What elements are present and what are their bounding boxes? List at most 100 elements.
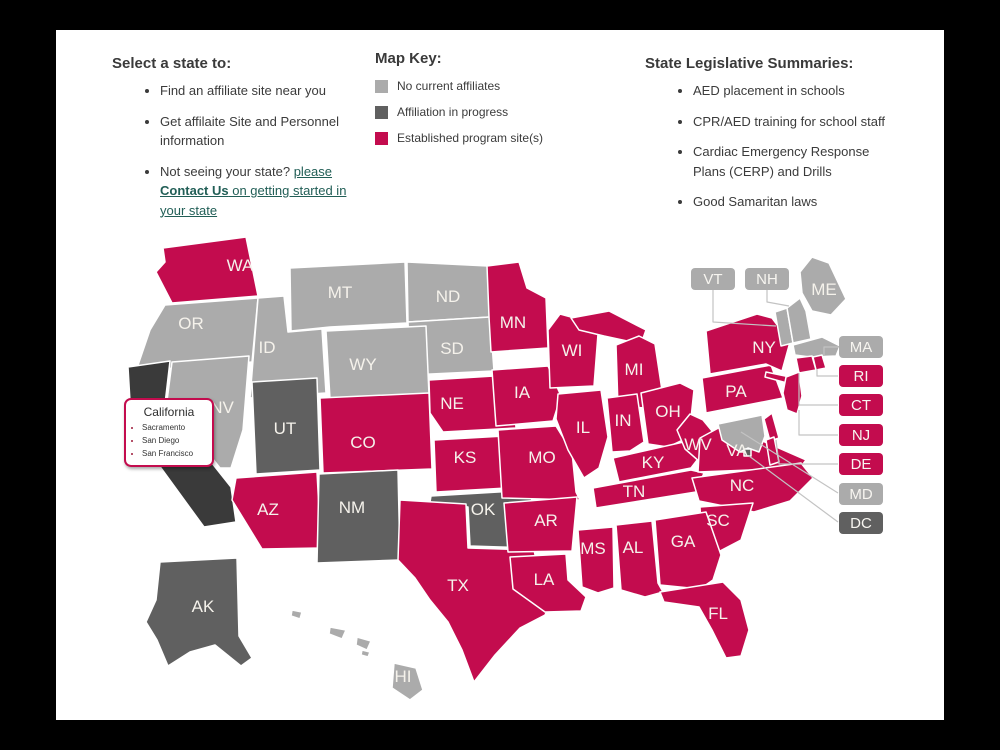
state-az[interactable] bbox=[231, 471, 322, 550]
not-seeing-state-text: Not seeing your state? bbox=[160, 163, 294, 179]
state-pill-dc[interactable]: DC bbox=[839, 512, 883, 534]
state-nj[interactable] bbox=[782, 371, 803, 415]
state-label-ga: GA bbox=[671, 532, 696, 551]
legend-swatch-no-affiliates bbox=[375, 79, 388, 93]
state-md[interactable] bbox=[717, 414, 766, 453]
state-hi-island-3[interactable] bbox=[355, 636, 372, 651]
state-ny[interactable] bbox=[705, 313, 791, 375]
state-tx[interactable] bbox=[397, 499, 554, 683]
legend-swatch-established bbox=[375, 131, 388, 145]
state-co[interactable] bbox=[319, 392, 433, 474]
state-ct[interactable] bbox=[795, 355, 817, 374]
state-label-id: ID bbox=[259, 338, 276, 357]
legislative-summaries-section: State Legislative Summaries: AED placeme… bbox=[645, 55, 897, 223]
state-me[interactable] bbox=[799, 256, 847, 316]
state-pa[interactable] bbox=[701, 364, 784, 414]
state-label-ne: NE bbox=[440, 394, 464, 413]
state-ga[interactable] bbox=[654, 511, 722, 590]
state-pill-md[interactable]: MD bbox=[839, 483, 883, 505]
state-pill-ma[interactable]: MA bbox=[839, 336, 883, 358]
state-pill-ct[interactable]: CT bbox=[839, 394, 883, 416]
state-tooltip-california: California Sacramento San Diego San Fran… bbox=[124, 398, 214, 468]
state-nh[interactable] bbox=[786, 297, 812, 344]
state-mn[interactable] bbox=[486, 261, 549, 353]
state-pill-de[interactable]: DE bbox=[839, 453, 883, 475]
state-nc[interactable] bbox=[691, 462, 814, 513]
state-label-ms: MS bbox=[580, 539, 606, 558]
list-item: Get affilaite Site and Personnel informa… bbox=[160, 112, 360, 151]
list-item: Cardiac Emergency Response Plans (CERP) … bbox=[693, 142, 897, 181]
state-il[interactable] bbox=[555, 389, 609, 479]
state-label-nv: NV bbox=[210, 398, 234, 417]
state-label-oh: OH bbox=[655, 402, 681, 421]
legend-label: Affiliation in progress bbox=[397, 105, 509, 119]
state-hi-island-2[interactable] bbox=[328, 626, 347, 640]
state-label-al: AL bbox=[623, 538, 644, 557]
state-label-ok: OK bbox=[471, 500, 496, 519]
svg-text:NH: NH bbox=[756, 271, 778, 288]
legend-row: No current affiliates bbox=[375, 79, 605, 93]
tooltip-city: San Diego bbox=[142, 435, 209, 448]
list-item: Good Samaritan laws bbox=[693, 192, 897, 212]
state-label-il: IL bbox=[576, 418, 590, 437]
state-pill-nh[interactable]: NH bbox=[745, 268, 789, 290]
svg-text:DE: DE bbox=[851, 456, 872, 473]
state-label-ut: UT bbox=[274, 419, 297, 438]
state-ak[interactable] bbox=[145, 557, 253, 667]
state-label-wa: WA bbox=[227, 256, 254, 275]
state-ar[interactable] bbox=[503, 496, 578, 553]
state-label-or: OR bbox=[178, 314, 204, 333]
state-mo[interactable] bbox=[497, 425, 581, 501]
state-label-ky: KY bbox=[642, 453, 665, 472]
state-hi-big-island[interactable] bbox=[391, 662, 424, 701]
state-fl[interactable] bbox=[659, 581, 750, 659]
state-label-mi: MI bbox=[625, 360, 644, 379]
state-ut[interactable] bbox=[251, 377, 321, 475]
pill-leader-lines bbox=[712, 290, 839, 523]
state-label-in: IN bbox=[615, 411, 632, 430]
state-ky[interactable] bbox=[612, 440, 702, 483]
state-pill-nj[interactable]: NJ bbox=[839, 424, 883, 446]
svg-text:CT: CT bbox=[851, 397, 871, 414]
state-wa[interactable] bbox=[155, 236, 259, 304]
tooltip-city: Sacramento bbox=[142, 422, 209, 435]
state-ms[interactable] bbox=[577, 526, 615, 594]
state-ma[interactable] bbox=[792, 336, 841, 358]
svg-text:VT: VT bbox=[703, 271, 722, 288]
state-label-hi: HI bbox=[395, 667, 412, 686]
state-hi-island-1[interactable] bbox=[290, 609, 303, 620]
state-pill-ri[interactable]: RI bbox=[839, 365, 883, 387]
state-wy[interactable] bbox=[325, 325, 430, 400]
state-label-wv: WV bbox=[684, 435, 712, 454]
state-la[interactable] bbox=[509, 553, 587, 613]
state-label-nd: ND bbox=[436, 287, 461, 306]
svg-text:RI: RI bbox=[854, 368, 869, 385]
state-label-mo: MO bbox=[528, 448, 555, 467]
state-label-ak: AK bbox=[192, 597, 215, 616]
state-de[interactable] bbox=[763, 412, 780, 442]
state-label-ia: IA bbox=[514, 383, 531, 402]
state-label-ar: AR bbox=[534, 511, 558, 530]
tooltip-title: California bbox=[143, 405, 195, 419]
state-label-nm: NM bbox=[339, 498, 365, 517]
state-label-me: ME bbox=[811, 280, 837, 299]
list-item: Not seeing your state? please Contact Us… bbox=[160, 162, 360, 221]
state-label-fl: FL bbox=[708, 604, 728, 623]
legend-label: No current affiliates bbox=[397, 79, 501, 93]
state-hi-island-4[interactable] bbox=[360, 649, 371, 658]
state-label-ny: NY bbox=[752, 338, 776, 357]
svg-text:NJ: NJ bbox=[852, 427, 870, 444]
legend-row: Affiliation in progress bbox=[375, 105, 605, 119]
state-in[interactable] bbox=[606, 393, 645, 453]
state-pill-vt[interactable]: VT bbox=[691, 268, 735, 290]
state-label-co: CO bbox=[350, 433, 376, 452]
state-label-ks: KS bbox=[454, 448, 477, 467]
state-dc[interactable] bbox=[743, 448, 752, 457]
state-label-tn: TN bbox=[623, 482, 646, 501]
state-id[interactable] bbox=[249, 295, 327, 399]
contact-us-link[interactable]: please Contact Us on getting started in … bbox=[160, 163, 347, 218]
state-mt[interactable] bbox=[289, 261, 408, 332]
state-label-az: AZ bbox=[257, 500, 279, 519]
